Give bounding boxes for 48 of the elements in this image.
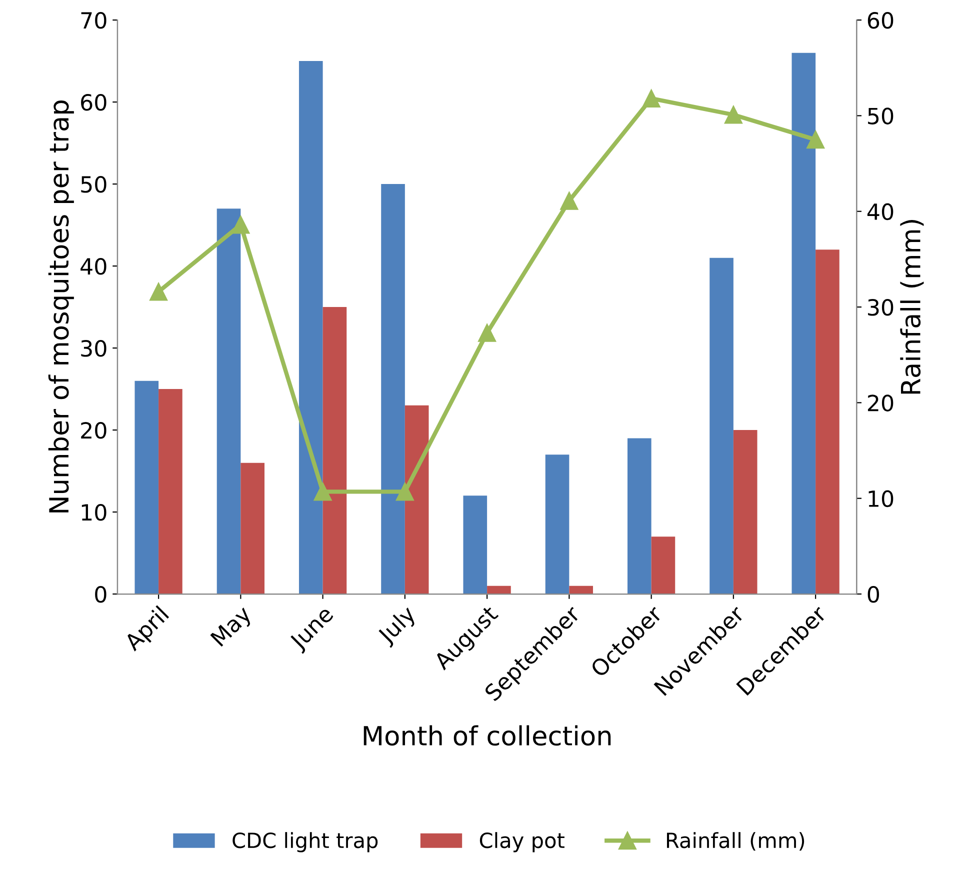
point: [560, 192, 578, 210]
bar: [487, 586, 511, 594]
bar: [651, 536, 676, 594]
y2-tick-label: 0: [868, 586, 880, 603]
legend-label: Rainfall (mm): [666, 832, 804, 851]
y-tick-label: 0: [95, 586, 106, 603]
y-tick-label: 70: [81, 12, 106, 29]
y2-tick-label: 40: [867, 203, 894, 220]
y-axis-title: Number of mosquitoes per trap: [48, 100, 74, 512]
bar: [569, 586, 593, 594]
y2-axis-title: Rainfall (mm): [900, 220, 924, 394]
bar: [404, 405, 429, 594]
point: [478, 324, 496, 342]
point: [724, 106, 742, 124]
point: [150, 282, 168, 301]
y-tick-label: 60: [81, 94, 106, 111]
legend-label: CDC light trap: [232, 832, 378, 852]
y2-tick-label: 10: [868, 490, 894, 508]
y-tick-label: 20: [81, 422, 106, 439]
y2-tick-label: 50: [868, 108, 894, 124]
y-tick-label: 30: [81, 340, 106, 357]
point: [642, 89, 660, 108]
y2-tick-label: 30: [868, 298, 894, 316]
bar: [240, 462, 264, 594]
bar: [816, 250, 840, 594]
legend-label: Clay pot: [480, 832, 564, 852]
bar: [158, 389, 182, 594]
bar: [545, 454, 570, 594]
bar: [733, 430, 758, 594]
point: [314, 482, 332, 501]
bar: [463, 496, 488, 594]
y-tick-label: 10: [82, 504, 106, 521]
point: [806, 130, 825, 149]
point: [232, 216, 250, 234]
bar: [134, 380, 159, 594]
bar: [298, 61, 323, 594]
bar: [381, 184, 405, 594]
bar: [710, 258, 734, 594]
bar: [792, 52, 816, 594]
bar: [216, 208, 241, 594]
y-tick-label: 50: [81, 176, 106, 193]
y2-tick-label: 60: [868, 12, 894, 29]
bar: [322, 307, 347, 594]
x-axis-title: Month of collection: [364, 725, 611, 746]
bar: [627, 438, 652, 594]
point: [396, 482, 414, 501]
y-tick-label: 40: [80, 258, 106, 275]
y2-tick-label: 20: [868, 394, 894, 412]
